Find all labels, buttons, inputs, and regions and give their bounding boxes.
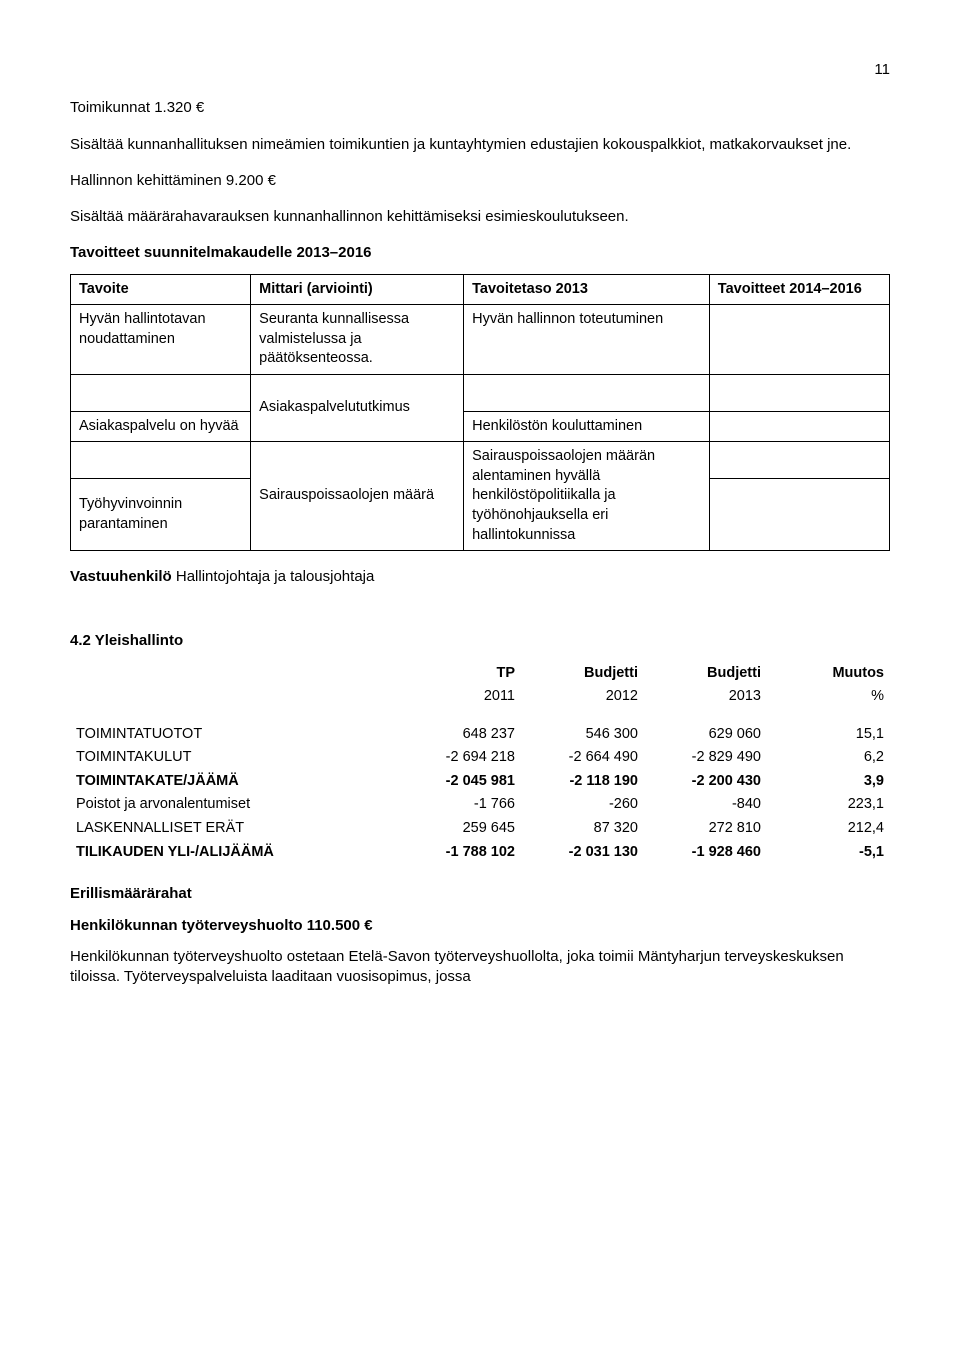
finance-val: 87 320 xyxy=(521,817,644,841)
finance-val: 259 645 xyxy=(398,817,521,841)
goals-c4 xyxy=(709,479,889,551)
goals-row-spacer: Asiakaspalvelututkimus xyxy=(71,374,890,411)
goals-h-c1: Tavoite xyxy=(71,274,251,305)
finance-head-row: TP Budjetti Budjetti Muutos xyxy=(70,662,890,686)
goals-table: Tavoite Mittari (arviointi) Tavoitetaso … xyxy=(70,274,890,552)
finance-val: -1 788 102 xyxy=(398,841,521,865)
para-ht-body: Henkilökunnan työterveyshuolto ostetaan … xyxy=(70,947,890,988)
finance-val: 648 237 xyxy=(398,723,521,747)
finance-label: TILIKAUDEN YLI-/ALIJÄÄMÄ xyxy=(70,841,398,865)
finance-h-b1: Budjetti xyxy=(521,662,644,686)
finance-val: 15,1 xyxy=(767,723,890,747)
goals-c3: Hyvän hallinnon toteutuminen xyxy=(464,305,710,375)
finance-val: -2 045 981 xyxy=(398,770,521,794)
finance-y1: 2011 xyxy=(398,685,521,709)
finance-val: 212,4 xyxy=(767,817,890,841)
heading-42: 4.2 Yleishallinto xyxy=(70,631,890,651)
finance-row: TILIKAUDEN YLI-/ALIJÄÄMÄ -1 788 102 -2 0… xyxy=(70,841,890,865)
finance-spacer xyxy=(70,709,890,723)
goals-c2: Seuranta kunnallisessa valmistelussa ja … xyxy=(251,305,464,375)
para-sisaltaa-2: Sisältää määrärahavarauksen kunnanhallin… xyxy=(70,207,890,227)
goals-row: Hyvän hallintotavan noudattaminen Seuran… xyxy=(71,305,890,375)
finance-val: 223,1 xyxy=(767,793,890,817)
goals-c3: Henkilöstön kouluttaminen xyxy=(464,411,710,442)
finance-pct: % xyxy=(767,685,890,709)
goals-c4 xyxy=(709,305,889,375)
finance-label: TOIMINTAKULUT xyxy=(70,746,398,770)
responsible-line: Vastuuhenkilö Hallintojohtaja ja talousj… xyxy=(70,567,890,587)
responsible-value: Hallintojohtaja ja talousjohtaja xyxy=(172,568,375,585)
finance-val: -1 766 xyxy=(398,793,521,817)
finance-val: 546 300 xyxy=(521,723,644,747)
heading-tavoitteet: Tavoitteet suunnitelmakaudelle 2013–2016 xyxy=(70,243,890,263)
goals-c2: Sairauspoissaolojen määrä xyxy=(251,442,464,551)
finance-val: -2 694 218 xyxy=(398,746,521,770)
responsible-label: Vastuuhenkilö xyxy=(70,568,172,585)
finance-h-muutos: Muutos xyxy=(767,662,890,686)
finance-val: -2 664 490 xyxy=(521,746,644,770)
finance-val: -260 xyxy=(521,793,644,817)
finance-val: 6,2 xyxy=(767,746,890,770)
goals-h-c2: Mittari (arviointi) xyxy=(251,274,464,305)
finance-label: LASKENNALLISET ERÄT xyxy=(70,817,398,841)
goals-c2: Asiakaspalvelututkimus xyxy=(251,374,464,442)
para-sisaltaa-1: Sisältää kunnanhallituksen nimeämien toi… xyxy=(70,135,890,155)
para-toimikunnat: Toimikunnat 1.320 € xyxy=(70,98,890,118)
finance-h-tp: TP xyxy=(398,662,521,686)
goals-c4 xyxy=(709,411,889,442)
finance-subhead-row: 2011 2012 2013 % xyxy=(70,685,890,709)
finance-val: 629 060 xyxy=(644,723,767,747)
finance-y3: 2013 xyxy=(644,685,767,709)
finance-label: TOIMINTATUOTOT xyxy=(70,723,398,747)
goals-c3: Sairauspoissaolojen määrän alentaminen h… xyxy=(464,442,710,551)
page-number: 11 xyxy=(70,60,890,80)
goals-c1: Asiakaspalvelu on hyvää xyxy=(71,411,251,442)
finance-val: 3,9 xyxy=(767,770,890,794)
finance-val: 272 810 xyxy=(644,817,767,841)
goals-header-row: Tavoite Mittari (arviointi) Tavoitetaso … xyxy=(71,274,890,305)
finance-val: -2 200 430 xyxy=(644,770,767,794)
goals-c1: Hyvän hallintotavan noudattaminen xyxy=(71,305,251,375)
finance-val: -5,1 xyxy=(767,841,890,865)
finance-label: TOIMINTAKATE/JÄÄMÄ xyxy=(70,770,398,794)
heading-ht: Henkilökunnan työterveyshuolto 110.500 € xyxy=(70,916,890,936)
finance-row: TOIMINTATUOTOT 648 237 546 300 629 060 1… xyxy=(70,723,890,747)
para-hallinnon: Hallinnon kehittäminen 9.200 € xyxy=(70,171,890,191)
finance-row: LASKENNALLISET ERÄT 259 645 87 320 272 8… xyxy=(70,817,890,841)
finance-val: -1 928 460 xyxy=(644,841,767,865)
finance-table: TP Budjetti Budjetti Muutos 2011 2012 20… xyxy=(70,662,890,865)
finance-row: TOIMINTAKULUT -2 694 218 -2 664 490 -2 8… xyxy=(70,746,890,770)
finance-y2: 2012 xyxy=(521,685,644,709)
heading-erillis: Erillismäärärahat xyxy=(70,884,890,904)
finance-row: Poistot ja arvonalentumiset -1 766 -260 … xyxy=(70,793,890,817)
goals-h-c4: Tavoitteet 2014–2016 xyxy=(709,274,889,305)
goals-h-c3: Tavoitetaso 2013 xyxy=(464,274,710,305)
goals-row-spacer: Sairauspoissaolojen määrä Sairauspoissao… xyxy=(71,442,890,479)
finance-val: -2 031 130 xyxy=(521,841,644,865)
finance-h-b2: Budjetti xyxy=(644,662,767,686)
goals-c1: Työhyvinvoinnin parantaminen xyxy=(71,479,251,551)
finance-val: -2 118 190 xyxy=(521,770,644,794)
finance-label: Poistot ja arvonalentumiset xyxy=(70,793,398,817)
finance-row: TOIMINTAKATE/JÄÄMÄ -2 045 981 -2 118 190… xyxy=(70,770,890,794)
finance-val: -840 xyxy=(644,793,767,817)
goals-row: Asiakaspalvelu on hyvää Henkilöstön koul… xyxy=(71,411,890,442)
finance-val: -2 829 490 xyxy=(644,746,767,770)
